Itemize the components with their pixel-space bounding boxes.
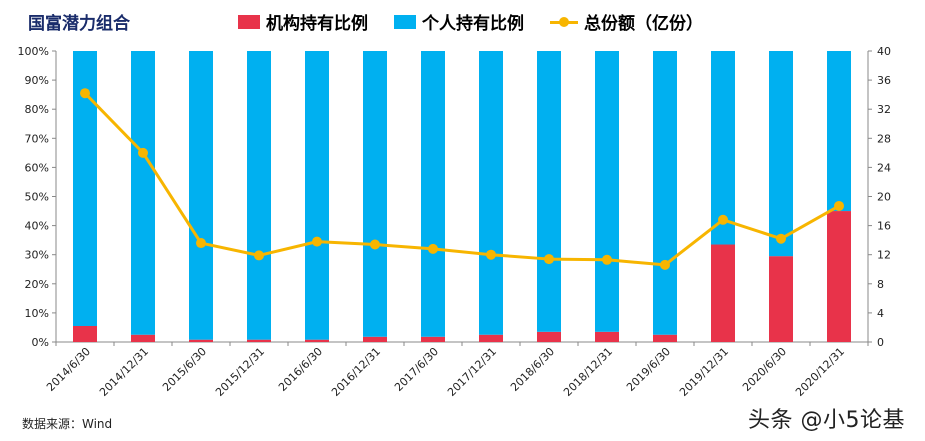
right-tick-label: 12 bbox=[877, 249, 891, 262]
left-tick-label: 0% bbox=[32, 336, 49, 349]
line-point-total-shares bbox=[718, 214, 728, 225]
bar-institution bbox=[421, 336, 445, 342]
legend-item-total-shares: 总份额（亿份） bbox=[550, 9, 703, 34]
left-tick-label: 40% bbox=[25, 220, 49, 233]
legend-swatch-institution bbox=[238, 14, 260, 29]
bar-institution bbox=[189, 339, 213, 342]
line-point-total-shares bbox=[196, 238, 206, 249]
right-tick-label: 20 bbox=[877, 191, 891, 204]
bar-individual bbox=[247, 51, 271, 340]
right-tick-label: 28 bbox=[877, 132, 891, 145]
bar-institution bbox=[247, 339, 271, 342]
right-tick-label: 0 bbox=[877, 336, 884, 349]
left-tick-label: 30% bbox=[25, 249, 49, 262]
x-tick-label: 2014/6/30 bbox=[44, 345, 93, 394]
line-point-total-shares bbox=[370, 239, 380, 250]
left-tick-label: 100% bbox=[18, 45, 49, 58]
left-tick-label: 60% bbox=[25, 161, 49, 174]
bar-individual bbox=[711, 51, 735, 245]
bar-institution bbox=[131, 334, 155, 342]
legend-label-institution: 机构持有比例 bbox=[266, 14, 368, 34]
x-tick-label: 2018/6/30 bbox=[508, 345, 557, 394]
line-point-total-shares bbox=[486, 249, 496, 260]
right-tick-label: 16 bbox=[877, 220, 891, 233]
left-tick-label: 50% bbox=[25, 191, 49, 204]
bar-individual bbox=[595, 51, 619, 332]
x-tick-label: 2015/6/30 bbox=[160, 345, 209, 394]
right-tick-label: 4 bbox=[877, 307, 884, 320]
left-tick-label: 70% bbox=[25, 132, 49, 145]
bar-institution bbox=[363, 336, 387, 342]
x-tick-label: 2017/6/30 bbox=[392, 345, 441, 394]
right-tick-label: 32 bbox=[877, 103, 891, 116]
x-tick-label: 2018/12/31 bbox=[561, 345, 615, 399]
legend-item-individual: 个人持有比例 bbox=[394, 9, 524, 34]
bar-institution bbox=[711, 244, 735, 342]
bar-institution bbox=[537, 331, 561, 342]
legend: 机构持有比例 个人持有比例 总份额（亿份） bbox=[238, 9, 703, 34]
right-tick-label: 8 bbox=[877, 278, 884, 291]
bar-individual bbox=[653, 51, 677, 335]
x-tick-label: 2020/6/30 bbox=[740, 345, 789, 394]
right-tick-label: 40 bbox=[877, 45, 891, 58]
left-tick-label: 90% bbox=[25, 74, 49, 87]
legend-label-individual: 个人持有比例 bbox=[422, 14, 524, 34]
chart-title: 国富潜力组合 bbox=[28, 14, 130, 34]
x-tick-label: 2020/12/31 bbox=[793, 345, 847, 399]
left-tick-label: 10% bbox=[25, 307, 49, 320]
line-point-total-shares bbox=[428, 243, 438, 254]
bar-individual bbox=[827, 51, 851, 212]
bar-individual bbox=[189, 51, 213, 340]
right-tick-label: 36 bbox=[877, 74, 891, 87]
x-tick-label: 2016/6/30 bbox=[276, 345, 325, 394]
legend-label-total-shares: 总份额（亿份） bbox=[584, 14, 703, 34]
bar-institution bbox=[595, 331, 619, 342]
line-point-total-shares bbox=[312, 236, 322, 247]
line-total-shares bbox=[83, 92, 840, 267]
line-point-total-shares bbox=[660, 259, 670, 270]
line-point-total-shares bbox=[544, 254, 554, 265]
line-point-total-shares bbox=[80, 88, 90, 99]
x-tick-label: 2017/12/31 bbox=[445, 345, 499, 399]
bar-individual bbox=[305, 51, 329, 340]
bar-individual bbox=[769, 51, 793, 257]
bar-institution bbox=[305, 339, 329, 342]
line-point-total-shares bbox=[602, 254, 612, 265]
bar-individual bbox=[421, 51, 445, 337]
bar-institution bbox=[769, 256, 793, 342]
legend-swatch-individual bbox=[394, 14, 416, 29]
left-tick-label: 20% bbox=[25, 278, 49, 291]
left-tick-label: 80% bbox=[25, 103, 49, 116]
bar-institution bbox=[479, 334, 503, 342]
source-note: 数据来源：Wind bbox=[22, 417, 113, 431]
watermark: 头条 @小5论基 bbox=[748, 408, 905, 433]
x-tick-label: 2019/12/31 bbox=[677, 345, 731, 399]
bar-institution bbox=[827, 211, 851, 342]
legend-swatch-total-shares bbox=[550, 15, 578, 29]
x-tick-label: 2015/12/31 bbox=[213, 345, 267, 399]
legend-item-institution: 机构持有比例 bbox=[238, 9, 368, 34]
bar-individual bbox=[479, 51, 503, 335]
bar-individual bbox=[363, 51, 387, 337]
right-tick-label: 24 bbox=[877, 161, 891, 174]
x-tick-label: 2019/6/30 bbox=[624, 345, 673, 394]
bar-individual bbox=[537, 51, 561, 332]
x-tick-label: 2016/12/31 bbox=[329, 345, 383, 399]
line-point-total-shares bbox=[776, 233, 786, 244]
line-point-total-shares bbox=[254, 250, 264, 261]
line-point-total-shares bbox=[834, 200, 844, 211]
bar-individual bbox=[131, 51, 155, 335]
bar-institution bbox=[73, 325, 97, 342]
x-tick-label: 2014/12/31 bbox=[97, 345, 151, 399]
bar-institution bbox=[653, 334, 677, 342]
line-point-total-shares bbox=[138, 147, 148, 158]
